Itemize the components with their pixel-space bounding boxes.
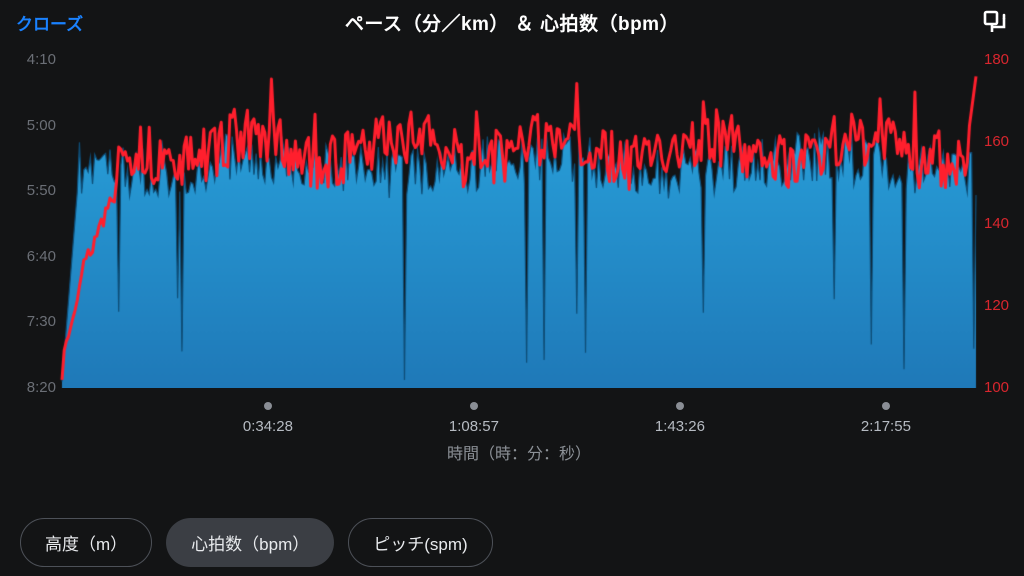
- y-left-tick-label: 7:30: [6, 313, 56, 330]
- x-tick-label: 1:43:26: [640, 418, 720, 435]
- x-tick-label: 2:17:55: [846, 418, 926, 435]
- metric-pill[interactable]: 高度（m）: [20, 518, 152, 567]
- y-left-tick-label: 5:50: [6, 182, 56, 199]
- x-tick-label: 0:34:28: [228, 418, 308, 435]
- metric-pill[interactable]: 心拍数（bpm）: [166, 518, 334, 567]
- y-right-tick-label: 120: [984, 297, 1024, 314]
- x-tick-dot: [676, 402, 684, 410]
- y-left-tick-label: 8:20: [6, 379, 56, 396]
- y-right-tick-label: 160: [984, 133, 1024, 150]
- x-tick-dot: [882, 402, 890, 410]
- y-right-tick-label: 140: [984, 215, 1024, 232]
- close-button[interactable]: クローズ: [16, 10, 83, 35]
- chart-canvas: [0, 60, 1024, 388]
- y-right-tick-label: 100: [984, 379, 1024, 396]
- y-left-tick-label: 5:00: [6, 117, 56, 134]
- y-right-tick-label: 180: [984, 51, 1024, 68]
- x-axis-title: 時間（時：分：秒）: [62, 440, 976, 464]
- y-left-tick-label: 4:10: [6, 51, 56, 68]
- y-left-tick-label: 6:40: [6, 248, 56, 265]
- x-tick-label: 1:08:57: [434, 418, 514, 435]
- x-tick-dot: [470, 402, 478, 410]
- metric-selector-row: 高度（m） 心拍数（bpm） ピッチ(spm): [20, 518, 493, 567]
- pace-hr-chart[interactable]: 4:105:005:506:407:308:201001201401601800…: [0, 60, 1024, 388]
- page-title: ペース（分／km） ＆ 心拍数（bpm）: [345, 9, 679, 36]
- swap-axes-icon[interactable]: [982, 10, 1008, 36]
- x-tick-dot: [264, 402, 272, 410]
- metric-pill[interactable]: ピッチ(spm): [348, 518, 492, 567]
